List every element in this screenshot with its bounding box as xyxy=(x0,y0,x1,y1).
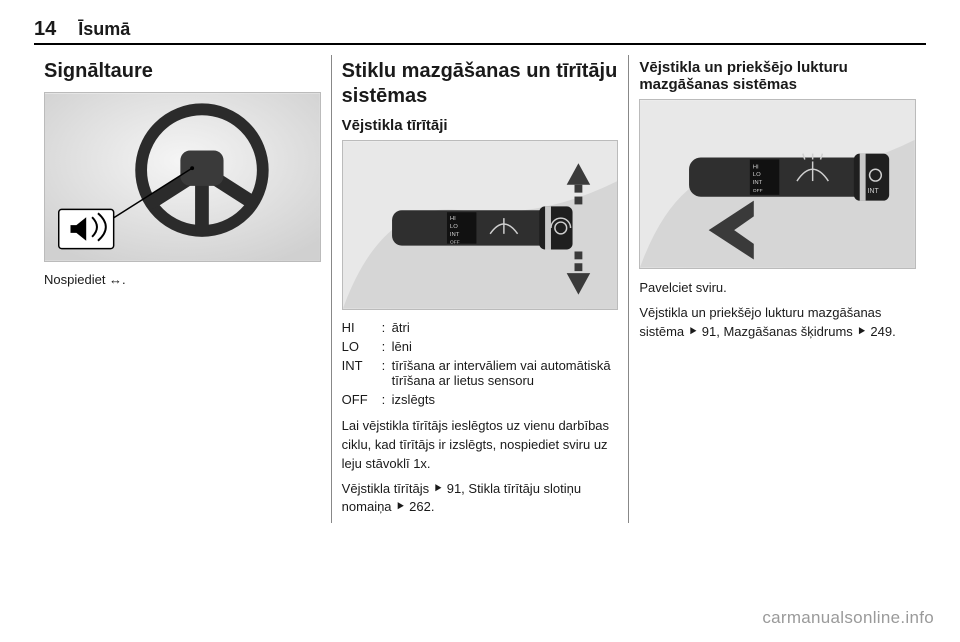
svg-text:LO: LO xyxy=(450,224,458,230)
page-number: 14 xyxy=(34,18,56,41)
col3-para-1: Pavelciet sviru. xyxy=(639,279,916,298)
column-3: Vējstikla un priekšējo lukturu mazgāšana… xyxy=(628,55,926,523)
col1-title: Signāltaure xyxy=(44,59,321,84)
svg-text:HI: HI xyxy=(753,164,759,170)
header-rule xyxy=(34,43,926,45)
def-val: izslēgts xyxy=(392,392,619,407)
col2-para-1: Lai vējstikla tīrītājs ieslēgtos uz vien… xyxy=(342,417,619,474)
col2-title: Stiklu mazgāšanas un tīrītāju sistēmas xyxy=(342,59,619,109)
figure-wiper-stalk: HI LO INT OFF xyxy=(342,140,619,310)
washer-stalk-illustration: HI LO INT OFF xyxy=(640,100,915,268)
wiper-mode-list: HI:ātri LO:lēni INT:tīrīšana ar intervāl… xyxy=(342,320,619,407)
figure-washer-stalk: HI LO INT OFF xyxy=(639,99,916,269)
columns: Signāltaure xyxy=(34,55,926,523)
col3-para-2: Vējstikla un priekšējo lukturu mazgāšana… xyxy=(639,304,916,342)
svg-text:OFF: OFF xyxy=(450,240,460,246)
col1-caption: Nospiediet ↔. xyxy=(44,272,321,287)
def-colon: : xyxy=(382,339,392,354)
page: 14 Īsumā Signāltaure xyxy=(0,0,960,523)
def-key: INT xyxy=(342,358,382,388)
def-colon: : xyxy=(382,392,392,407)
def-val: tīrīšana ar intervāliem vai automātiskā … xyxy=(392,358,619,388)
wiper-stalk-illustration: HI LO INT OFF xyxy=(343,141,618,309)
svg-text:INT: INT xyxy=(450,232,460,238)
column-1: Signāltaure xyxy=(34,55,331,523)
page-header: 14 Īsumā xyxy=(34,18,926,41)
figure-steering-wheel xyxy=(44,92,321,262)
def-key: HI xyxy=(342,320,382,335)
watermark: carmanualsonline.info xyxy=(762,608,934,628)
def-val: lēni xyxy=(392,339,619,354)
col2-para-2: Vējstikla tīrītājs ⯈ 91, Stikla tīrītāju… xyxy=(342,480,619,518)
col3-title: Vējstikla un priekšējo lukturu mazgāšana… xyxy=(639,59,916,93)
def-key: OFF xyxy=(342,392,382,407)
steering-wheel-illustration xyxy=(45,93,320,261)
def-colon: : xyxy=(382,320,392,335)
svg-text:LO: LO xyxy=(753,172,761,178)
column-2: Stiklu mazgāšanas un tīrītāju sistēmas V… xyxy=(331,55,629,523)
def-val: ātri xyxy=(392,320,619,335)
svg-text:INT: INT xyxy=(753,180,763,186)
def-colon: : xyxy=(382,358,392,388)
svg-text:HI: HI xyxy=(450,216,456,222)
col2-subtitle: Vējstikla tīrītāji xyxy=(342,117,619,134)
chapter-title: Īsumā xyxy=(78,19,130,40)
svg-text:OFF: OFF xyxy=(753,188,763,194)
def-key: LO xyxy=(342,339,382,354)
svg-text:INT: INT xyxy=(868,188,880,195)
